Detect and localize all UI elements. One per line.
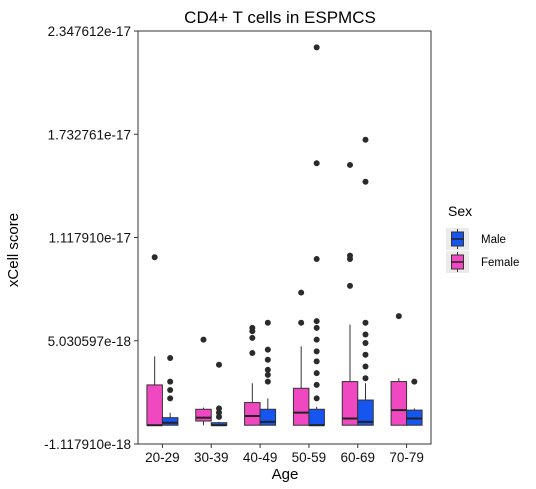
outlier-point bbox=[298, 289, 305, 296]
outlier-point bbox=[347, 282, 353, 289]
box-male-40-49 bbox=[259, 319, 277, 426]
legend-label-male: Male bbox=[481, 234, 506, 246]
outlier-point bbox=[313, 160, 320, 167]
outlier-point bbox=[313, 348, 320, 355]
x-axis: 20-29 30-39 40-49 50-59 60-69 70-79 bbox=[145, 444, 424, 465]
box-male-20-29 bbox=[161, 355, 179, 426]
box-body bbox=[292, 387, 310, 426]
outlier-point bbox=[167, 355, 174, 362]
box-body bbox=[308, 408, 325, 426]
outlier-point bbox=[249, 334, 256, 341]
legend-label-female: Female bbox=[481, 257, 519, 269]
x-tick-label: 20-29 bbox=[145, 450, 180, 465]
outlier-point bbox=[249, 350, 256, 357]
outlier-point bbox=[362, 339, 369, 346]
box-body bbox=[357, 399, 374, 426]
outlier-point bbox=[216, 405, 222, 412]
box-body bbox=[146, 384, 163, 426]
outlier-point bbox=[151, 254, 158, 261]
outlier-point bbox=[395, 313, 402, 320]
box-male-70-79 bbox=[406, 378, 423, 426]
y-tick-label: -1.117910e-18 bbox=[44, 437, 131, 452]
x-tick-label: 30-39 bbox=[194, 450, 229, 465]
outlier-point bbox=[167, 395, 174, 402]
box-male-50-59 bbox=[308, 44, 325, 427]
box-female-70-79 bbox=[390, 313, 408, 426]
outlier-point bbox=[362, 319, 369, 326]
outlier-point bbox=[362, 375, 369, 382]
outlier-point bbox=[362, 331, 369, 338]
outlier-point bbox=[167, 386, 174, 393]
outlier-point bbox=[313, 255, 320, 262]
outlier-point bbox=[313, 324, 320, 331]
outlier-point bbox=[313, 44, 320, 51]
outlier-point bbox=[216, 413, 222, 420]
x-tick-label: 70-79 bbox=[389, 450, 424, 465]
legend: Sex Male Female bbox=[446, 203, 519, 273]
outlier-point bbox=[167, 378, 174, 385]
outlier-point bbox=[264, 346, 271, 353]
outlier-point bbox=[313, 381, 320, 388]
outlier-point bbox=[249, 324, 256, 331]
box-body bbox=[390, 381, 408, 426]
outlier-point bbox=[313, 336, 320, 343]
outlier-point bbox=[264, 366, 271, 373]
outlier-point bbox=[264, 319, 271, 326]
chart-title: CD4+ T cells in ESPMCS bbox=[184, 8, 376, 27]
outlier-point bbox=[216, 361, 222, 368]
outlier-point bbox=[313, 370, 320, 377]
outlier-point bbox=[200, 336, 207, 343]
x-axis-title: Age bbox=[272, 466, 299, 483]
box-body bbox=[244, 402, 261, 426]
outlier-point bbox=[313, 318, 320, 325]
legend-title: Sex bbox=[448, 203, 472, 219]
outlier-point bbox=[264, 356, 271, 363]
outlier-point bbox=[313, 395, 320, 402]
x-tick-label: 50-59 bbox=[292, 450, 327, 465]
outlier-point bbox=[264, 371, 271, 378]
y-tick-label: 1.117910e-17 bbox=[49, 231, 131, 246]
outlier-point bbox=[362, 178, 369, 185]
outlier-point bbox=[264, 378, 271, 385]
outlier-point bbox=[362, 351, 369, 358]
x-tick-label: 60-69 bbox=[340, 450, 375, 465]
outlier-point bbox=[313, 358, 320, 365]
outlier-point bbox=[362, 363, 369, 370]
outlier-point bbox=[347, 252, 353, 259]
y-tick-label: 2.347612e-17 bbox=[48, 24, 131, 39]
y-tick-label: 1.732761e-17 bbox=[48, 127, 131, 142]
box-male-30-39 bbox=[210, 361, 228, 427]
box-body bbox=[161, 417, 179, 426]
box-female-50-59 bbox=[292, 289, 310, 426]
box-female-40-49 bbox=[244, 324, 261, 426]
outlier-point bbox=[347, 161, 353, 168]
outlier-point bbox=[298, 319, 305, 326]
y-axis: -1.117910e-18 5.030597e-18 1.117910e-17 1.7… bbox=[44, 24, 138, 452]
box-female-20-29 bbox=[146, 254, 163, 427]
box-male-60-69 bbox=[357, 136, 374, 426]
plot-layer bbox=[146, 44, 423, 427]
y-axis-title: xCell score bbox=[5, 213, 22, 287]
y-tick-label: 5.030597e-18 bbox=[48, 334, 131, 349]
outlier-point bbox=[216, 409, 222, 416]
box-female-30-39 bbox=[195, 336, 212, 426]
box-female-60-69 bbox=[341, 161, 359, 426]
outlier-point bbox=[362, 136, 369, 143]
x-tick-label: 40-49 bbox=[243, 450, 278, 465]
box-body bbox=[195, 408, 212, 422]
outlier-point bbox=[411, 378, 418, 385]
plot-panel bbox=[137, 30, 432, 445]
